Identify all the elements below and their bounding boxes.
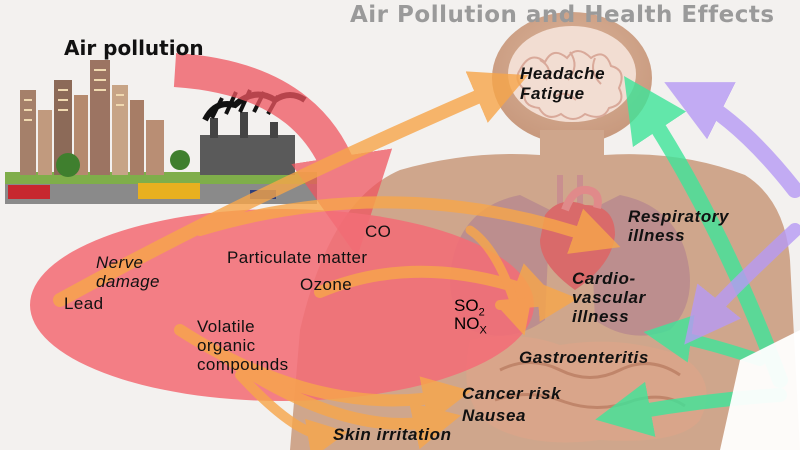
effect-nausea: Nausea	[462, 406, 527, 425]
arrow-purple-to-cardio	[684, 223, 800, 345]
pollutant-so2: SO2	[454, 296, 485, 318]
effect-nerve-damage-line1: Nerve	[96, 253, 144, 272]
arrow-lead-to-headache	[53, 71, 529, 307]
pollution-flow-arrow	[173, 53, 393, 258]
effect-gastroenteritis: Gastroenteritis	[519, 348, 649, 367]
pollutant-voc-line2: organic	[197, 336, 256, 355]
arrow-so2-to-cardio	[495, 281, 578, 322]
nox-base: NO	[454, 314, 480, 333]
effect-fatigue: Fatigue	[520, 84, 585, 103]
effect-headache: Headache	[520, 64, 606, 83]
effect-respiratory-line1: Respiratory	[628, 207, 730, 226]
pollutant-ozone: Ozone	[300, 275, 353, 294]
white-overlay-corner	[720, 330, 800, 450]
pollutant-voc-line3: compounds	[197, 355, 289, 374]
arrow-green-to-headache	[624, 76, 788, 388]
effect-respiratory-line2: illness	[628, 226, 686, 245]
arrow-voc-to-nausea	[224, 354, 462, 450]
arrow-voc-to-cancer	[174, 324, 472, 424]
neck-shape	[540, 130, 604, 162]
pollutant-voc-line1: Volatile	[197, 317, 256, 336]
arrow-co-to-respiratory	[194, 196, 621, 254]
city-illustration	[5, 60, 317, 204]
effect-skin-irritation: Skin irritation	[333, 425, 452, 444]
air-pollution-heading: Air pollution	[64, 36, 204, 60]
effect-cardio-line3: illness	[572, 307, 630, 326]
so2-subscript: 2	[478, 306, 485, 319]
nox-subscript: X	[479, 324, 487, 337]
brain-illustration	[508, 26, 636, 122]
effect-cardio-line1: Cardio-	[572, 269, 636, 288]
purple-effect-arrows	[664, 82, 800, 345]
pollutant-particulate-matter: Particulate matter	[227, 248, 368, 267]
arrow-pm-to-cardio	[465, 225, 532, 336]
pollutant-co: CO	[365, 222, 392, 241]
effect-nerve-damage-line2: damage	[96, 272, 160, 291]
arrow-voc-to-skin	[235, 370, 348, 450]
pollutant-cloud	[30, 209, 534, 401]
orange-effect-arrows	[53, 71, 621, 450]
pollutant-lead: Lead	[64, 294, 104, 313]
effect-cancer-risk: Cancer risk	[462, 384, 562, 403]
effect-cardio-line2: vascular	[572, 288, 646, 307]
diagram-title: Air Pollution and Health Effects	[350, 2, 775, 28]
so2-base: SO	[454, 296, 479, 315]
arrow-purple-to-headache	[664, 82, 800, 198]
pollutant-nox: NOX	[454, 314, 487, 336]
